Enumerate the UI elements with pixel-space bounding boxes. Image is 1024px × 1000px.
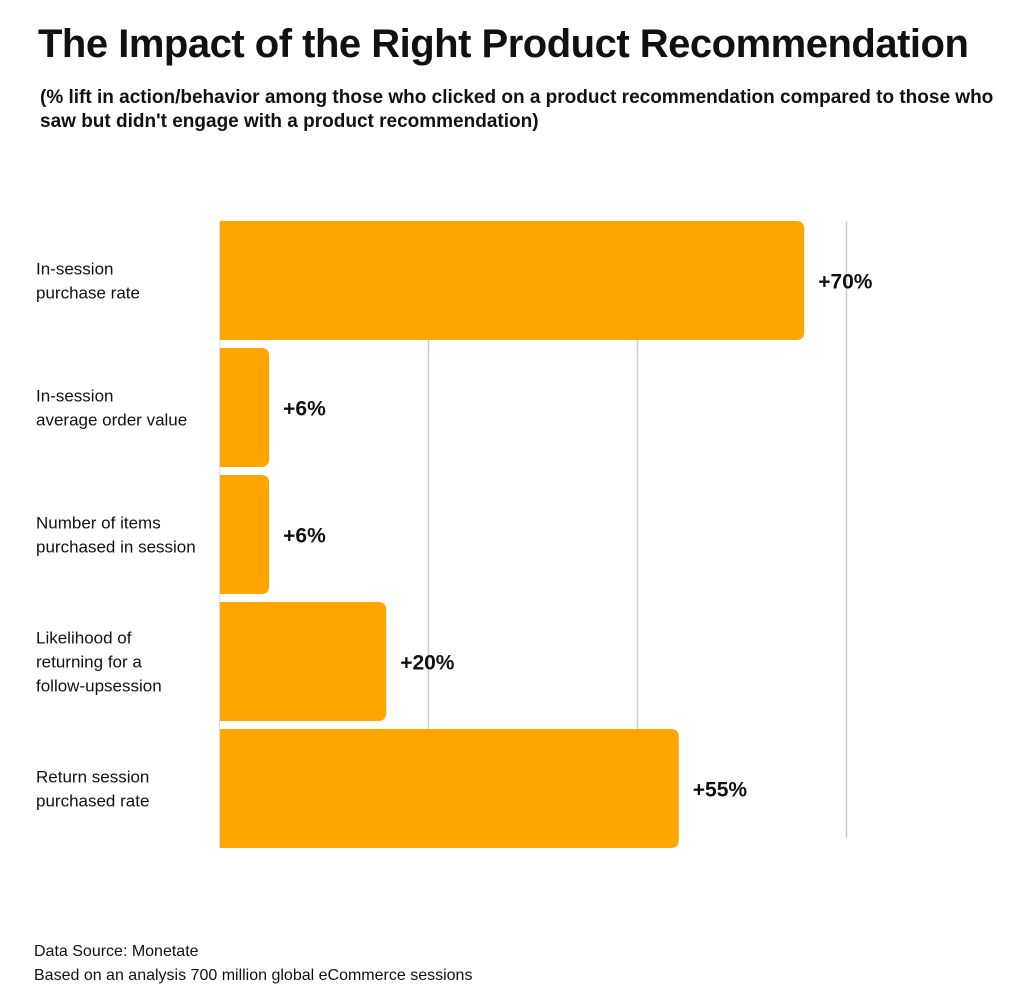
category-label-line: Likelihood of — [36, 629, 132, 648]
category-label-5: Return session purchased rate — [36, 768, 149, 811]
bar-1 — [219, 221, 805, 340]
category-label-1: In-session purchase rate — [36, 260, 140, 303]
category-label-3: Number of items purchased in session — [36, 514, 196, 557]
chart-title: The Impact of the Right Product Recommen… — [38, 22, 969, 66]
data-label-1: +70% — [818, 271, 873, 294]
data-label-3: +6% — [283, 525, 326, 548]
bar-5 — [219, 729, 679, 848]
chart-subtitle: (% lift in action/behavior among those w… — [40, 87, 994, 132]
category-label-line: purchase rate — [36, 284, 140, 303]
bar-3 — [219, 475, 270, 594]
bar-2 — [219, 348, 270, 467]
category-label-line: Return session — [36, 768, 149, 787]
data-source-note: Data Source: Monetate — [34, 943, 199, 960]
category-label-line: average order value — [36, 411, 187, 430]
category-label-line: In-session — [36, 387, 113, 406]
category-label-line: In-session — [36, 260, 113, 279]
data-label-4: +20% — [400, 652, 455, 675]
category-label-line: purchased in session — [36, 538, 196, 557]
category-label-2: In-session average order value — [36, 387, 187, 430]
footer: Data Source: Monetate Based on an analys… — [34, 940, 472, 988]
category-label-line: returning for a — [36, 653, 142, 672]
category-label-line: purchased rate — [36, 792, 149, 811]
analysis-note: Based on an analysis 700 million global … — [34, 967, 473, 984]
bar-4 — [219, 602, 387, 721]
category-label-4: Likelihood of returning for a follow-upses… — [36, 629, 162, 696]
data-label-5: +55% — [693, 779, 748, 802]
category-label-line: Number of items — [36, 514, 161, 533]
category-label-line: follow-upsession — [36, 677, 162, 696]
data-label-2: +6% — [283, 398, 326, 421]
